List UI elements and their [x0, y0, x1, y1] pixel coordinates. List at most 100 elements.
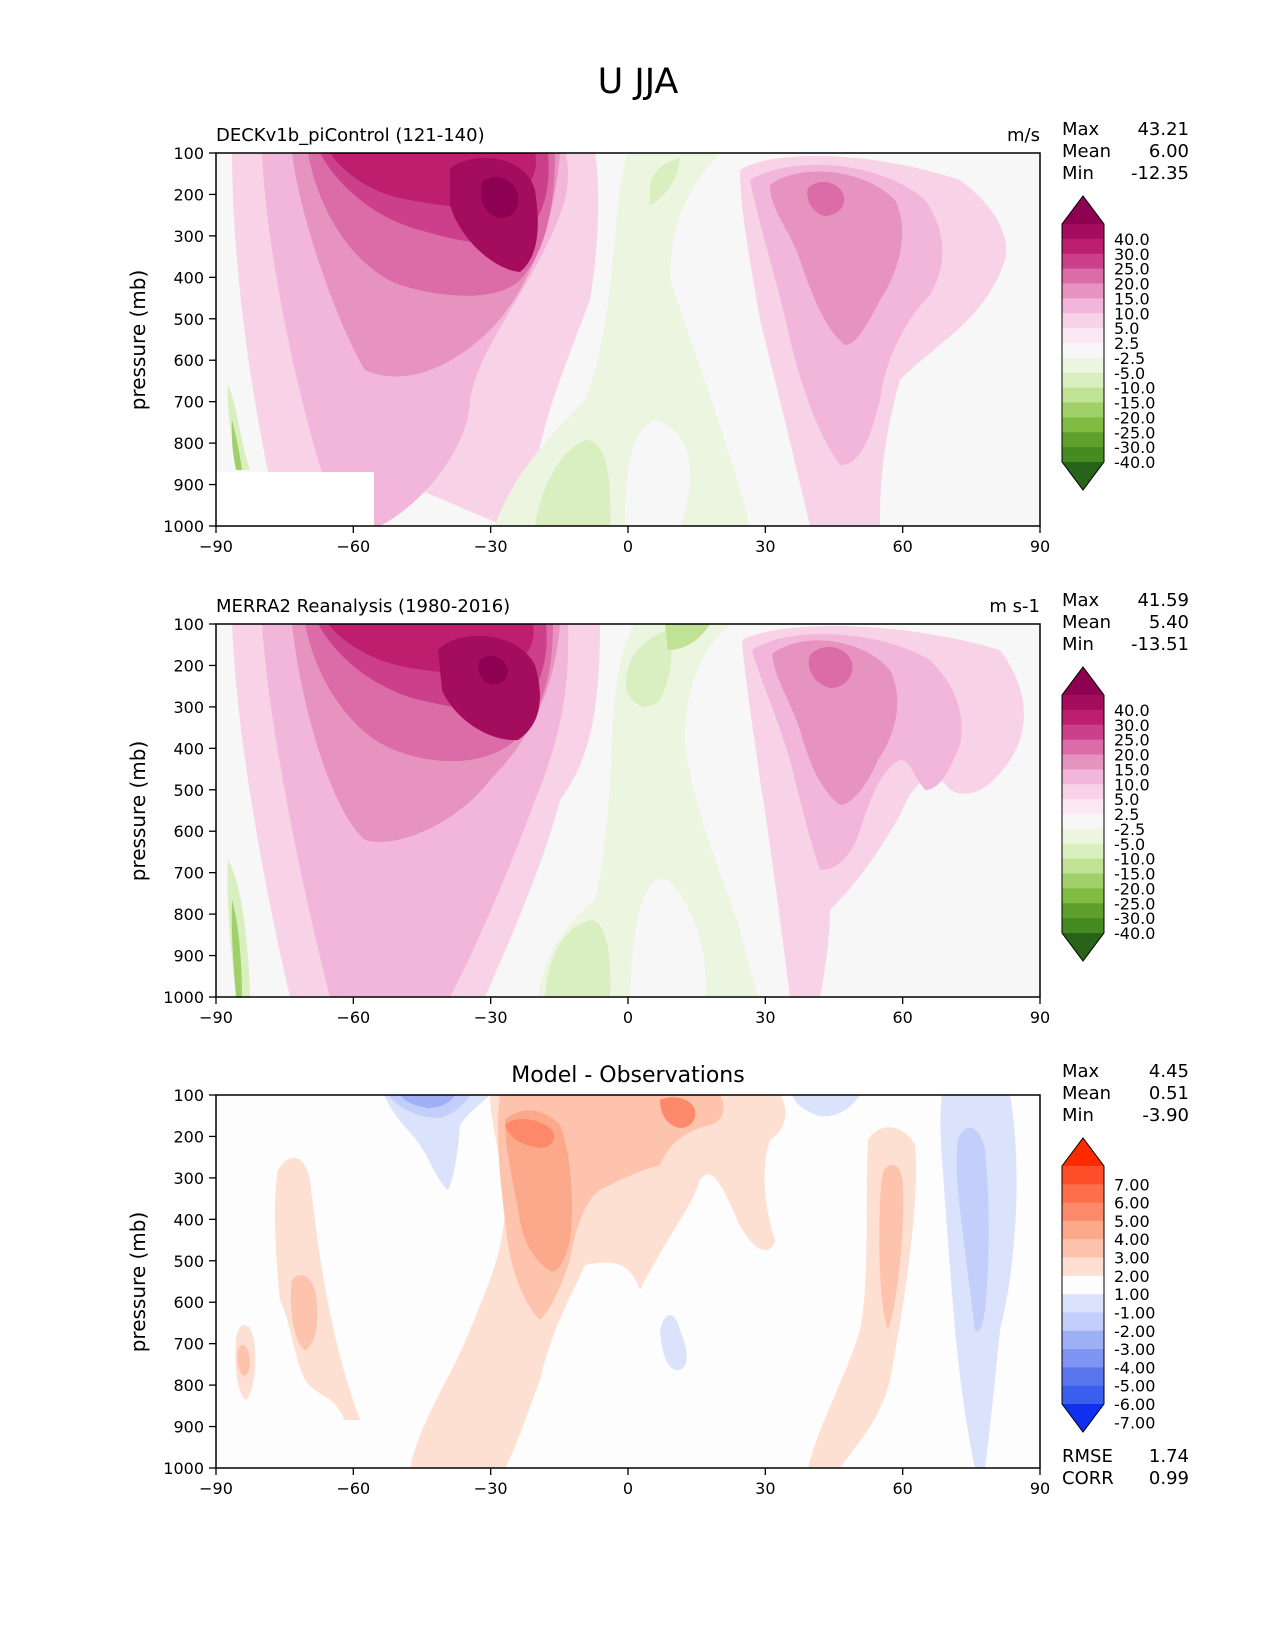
y-axis: 100 200 300 400 500 600 700 800 900 1000: [163, 615, 216, 1007]
colorbar-label: -2.00: [1114, 1322, 1155, 1341]
colorbar-label: 5.0: [1114, 790, 1139, 809]
colorbar-swatch: [1062, 754, 1104, 770]
colorbar-swatch: [1062, 784, 1104, 800]
panel-title: MERRA2 Reanalysis (1980-2016): [216, 596, 510, 617]
contour-neg-sp: [227, 385, 250, 470]
colorbar-label: -25.0: [1114, 423, 1155, 442]
colorbar: 40.030.025.020.015.010.05.02.5-2.5-5.0-1…: [1061, 195, 1155, 491]
colorbar-label: -3.00: [1114, 1340, 1155, 1359]
stat-value-rmse: 1.74: [1149, 1446, 1189, 1467]
y-tick-label: 700: [173, 1335, 204, 1354]
y-tick-label: 900: [173, 476, 204, 495]
stat-label-max: Max: [1062, 119, 1100, 140]
stat-label-max: Max: [1062, 590, 1100, 611]
colorbar-label: -7.00: [1114, 1413, 1155, 1432]
y-tick-label: 700: [173, 393, 204, 412]
contour-pos-40: [480, 177, 519, 218]
y-tick-label: 200: [173, 1127, 204, 1146]
contour-neg-tropics: [538, 624, 758, 997]
y-tick-label: 300: [173, 698, 204, 717]
x-tick-label: −30: [474, 1008, 508, 1027]
contour-nh-15: [770, 171, 903, 345]
y-tick-label: 900: [173, 1418, 204, 1437]
figure-title: U JJA: [598, 62, 679, 102]
error-stats: RMSE 1.74 CORR 0.99: [1062, 1446, 1189, 1489]
stat-label-mean: Mean: [1062, 612, 1111, 633]
colorbar-label: -5.0: [1114, 835, 1145, 854]
contour-neg-3-left: [400, 1095, 455, 1108]
x-tick-label: 90: [1030, 1479, 1050, 1498]
x-tick-label: 90: [1030, 1008, 1050, 1027]
colorbar-swatch: [1062, 1275, 1104, 1295]
colorbar-swatch: [1062, 432, 1104, 448]
y-tick-label: 900: [173, 947, 204, 966]
y-tick-label: 100: [173, 144, 204, 163]
stat-value-mean: 6.00: [1149, 141, 1189, 162]
contour-nh-15: [772, 640, 898, 805]
y-tick-label: 800: [173, 1376, 204, 1395]
y-tick-label: 600: [173, 351, 204, 370]
colorbar-swatch: [1062, 1349, 1104, 1368]
stat-label-mean: Mean: [1062, 141, 1111, 162]
y-tick-label: 700: [173, 864, 204, 883]
y-axis-label: pressure (mb): [126, 741, 150, 882]
stat-value-max: 4.45: [1149, 1061, 1189, 1082]
colorbar-label: 4.00: [1114, 1230, 1150, 1249]
stat-value-mean: 0.51: [1149, 1083, 1189, 1104]
contour-pos-3-main: [505, 1110, 572, 1272]
colorbar-swatch: [1062, 1166, 1104, 1185]
missing-data-mask: [216, 472, 374, 526]
contour-neg-1-eq: [660, 1315, 687, 1371]
x-tick-label: −90: [199, 1479, 233, 1498]
colorbar-label: -5.00: [1114, 1377, 1155, 1396]
colorbar-label: -40.0: [1114, 453, 1155, 472]
y-tick-label: 400: [173, 1210, 204, 1229]
colorbar-swatch: [1062, 903, 1104, 919]
stat-value-corr: 0.99: [1149, 1468, 1189, 1489]
stat-label-min: Min: [1062, 1105, 1094, 1126]
colorbar-label: 10.0: [1114, 775, 1150, 794]
contour-field: [235, 1095, 1017, 1468]
contour-pos-2-left: [290, 1275, 318, 1350]
y-tick-label: 800: [173, 434, 204, 453]
stat-value-max: 43.21: [1137, 119, 1189, 140]
x-tick-label: −60: [336, 1008, 370, 1027]
x-axis: −90 −60 −30 0 30 60 90: [199, 1468, 1050, 1498]
stats-box: Max 43.21 Mean 6.00 Min -12.35: [1062, 119, 1189, 184]
colorbar-label: -30.0: [1114, 909, 1155, 928]
colorbar-label: -15.0: [1114, 865, 1155, 884]
colorbar: 40.030.025.020.015.010.05.02.5-2.5-5.0-1…: [1061, 666, 1155, 962]
y-tick-label: 500: [173, 1252, 204, 1271]
colorbar-label: 15.0: [1114, 760, 1150, 779]
x-tick-label: −90: [199, 1008, 233, 1027]
colorbar-label: -15.0: [1114, 394, 1155, 413]
stat-value-max: 41.59: [1137, 590, 1189, 611]
x-tick-label: −30: [474, 1479, 508, 1498]
contour-pos-4-left: [505, 1118, 555, 1148]
x-tick-label: 0: [623, 537, 633, 556]
colorbar-swatch: [1062, 1294, 1104, 1313]
stats-box: Max 4.45 Mean 0.51 Min -3.90: [1062, 1061, 1189, 1126]
contour-neg-tropics-10: [665, 624, 710, 650]
x-axis: −90 −60 −30 0 30 60 90: [199, 526, 1050, 556]
colorbar-label: -6.00: [1114, 1395, 1155, 1414]
y-tick-label: 300: [173, 1169, 204, 1188]
contour-neg-1-nh-top: [792, 1095, 860, 1117]
contour-neg-tropics-5: [535, 158, 680, 526]
contour-pos-35: [438, 635, 540, 741]
contour-field: [227, 624, 1024, 997]
y-tick-label: 1000: [163, 988, 204, 1007]
stat-value-min: -13.51: [1131, 634, 1189, 655]
colorbar-swatch: [1062, 814, 1104, 830]
panel-title: Model - Observations: [511, 1063, 744, 1088]
colorbar-swatch: [1062, 695, 1104, 711]
stat-label-rmse: RMSE: [1062, 1446, 1113, 1467]
colorbar-label: -40.0: [1114, 924, 1155, 943]
colorbar-swatch: [1062, 224, 1104, 240]
units-label: m s-1: [989, 596, 1040, 617]
colorbar-label: -2.5: [1114, 349, 1145, 368]
colorbar-label: 10.0: [1114, 304, 1150, 323]
